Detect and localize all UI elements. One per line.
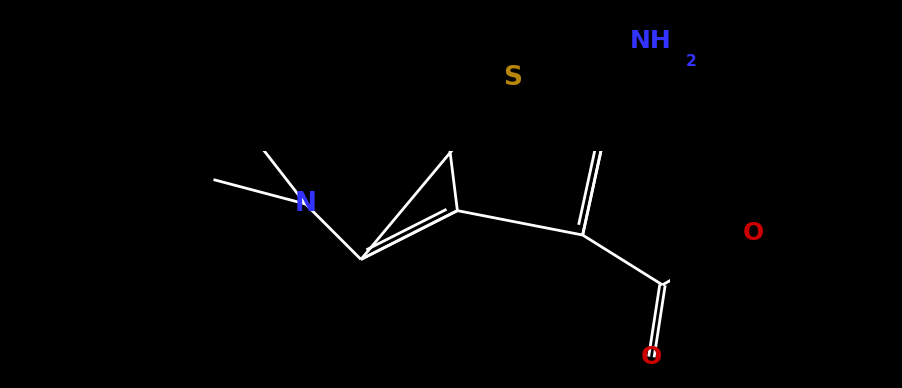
Text: NH: NH [629, 29, 671, 53]
Text: N: N [294, 191, 317, 217]
Text: O: O [742, 221, 763, 245]
Text: 2: 2 [685, 54, 695, 69]
Text: S: S [502, 65, 521, 91]
Text: O: O [640, 345, 661, 369]
